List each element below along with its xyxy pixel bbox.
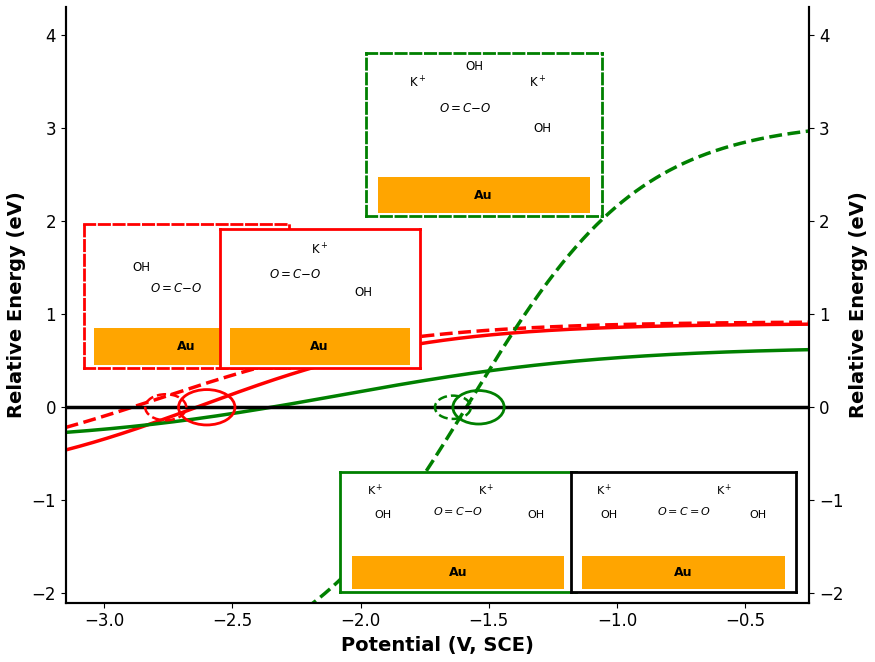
Y-axis label: Relative Energy (eV): Relative Energy (eV) [849, 191, 868, 418]
Y-axis label: Relative Energy (eV): Relative Energy (eV) [7, 191, 26, 418]
X-axis label: Potential (V, SCE): Potential (V, SCE) [341, 636, 534, 655]
